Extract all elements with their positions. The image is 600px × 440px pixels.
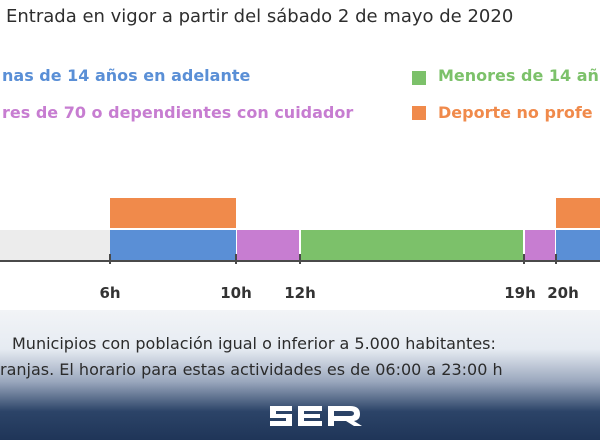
note-line-2: ranjas. El horario para estas actividade… — [0, 360, 503, 379]
tick-10h — [235, 254, 237, 264]
tick-12h — [299, 254, 301, 264]
legend-label-sport: Deporte no profe — [438, 103, 593, 122]
tick-label-19h: 19h — [504, 284, 536, 302]
segment-adults-20-plus — [556, 230, 600, 260]
legend-label-elderly: res de 70 o dependientes con cuidador — [2, 103, 354, 122]
timeline: 6h 10h 12h 19h 20h — [0, 190, 600, 302]
segment-adults-6-10 — [110, 230, 236, 260]
note-line-1: Municipios con población igual o inferio… — [12, 334, 496, 353]
legend-label-adults: nas de 14 años en adelante — [2, 66, 251, 85]
segment-elderly-10-12 — [237, 230, 299, 260]
tick-label-20h: 20h — [547, 284, 579, 302]
legend-swatch-minors — [412, 71, 426, 85]
header: Entrada en vigor a partir del sábado 2 d… — [0, 6, 600, 30]
tick-20h — [555, 254, 557, 264]
segment-sport-6-10 — [110, 198, 236, 228]
header-title: Entrada en vigor a partir del sábado 2 d… — [6, 6, 514, 27]
ser-logo — [266, 400, 366, 432]
tick-label-12h: 12h — [284, 284, 316, 302]
segment-minors-12-19 — [301, 230, 523, 260]
legend-swatch-sport — [412, 106, 426, 120]
tick-label-10h: 10h — [220, 284, 252, 302]
segment-elderly-19-20 — [525, 230, 555, 260]
segment-sport-20-plus — [556, 198, 600, 228]
tick-6h — [109, 254, 111, 264]
tick-label-6h: 6h — [99, 284, 121, 302]
ser-logo-mark — [270, 406, 362, 426]
tick-19h — [523, 254, 525, 264]
legend-label-minors: Menores de 14 añ — [438, 66, 599, 85]
segment-closed-before-6 — [0, 230, 110, 260]
